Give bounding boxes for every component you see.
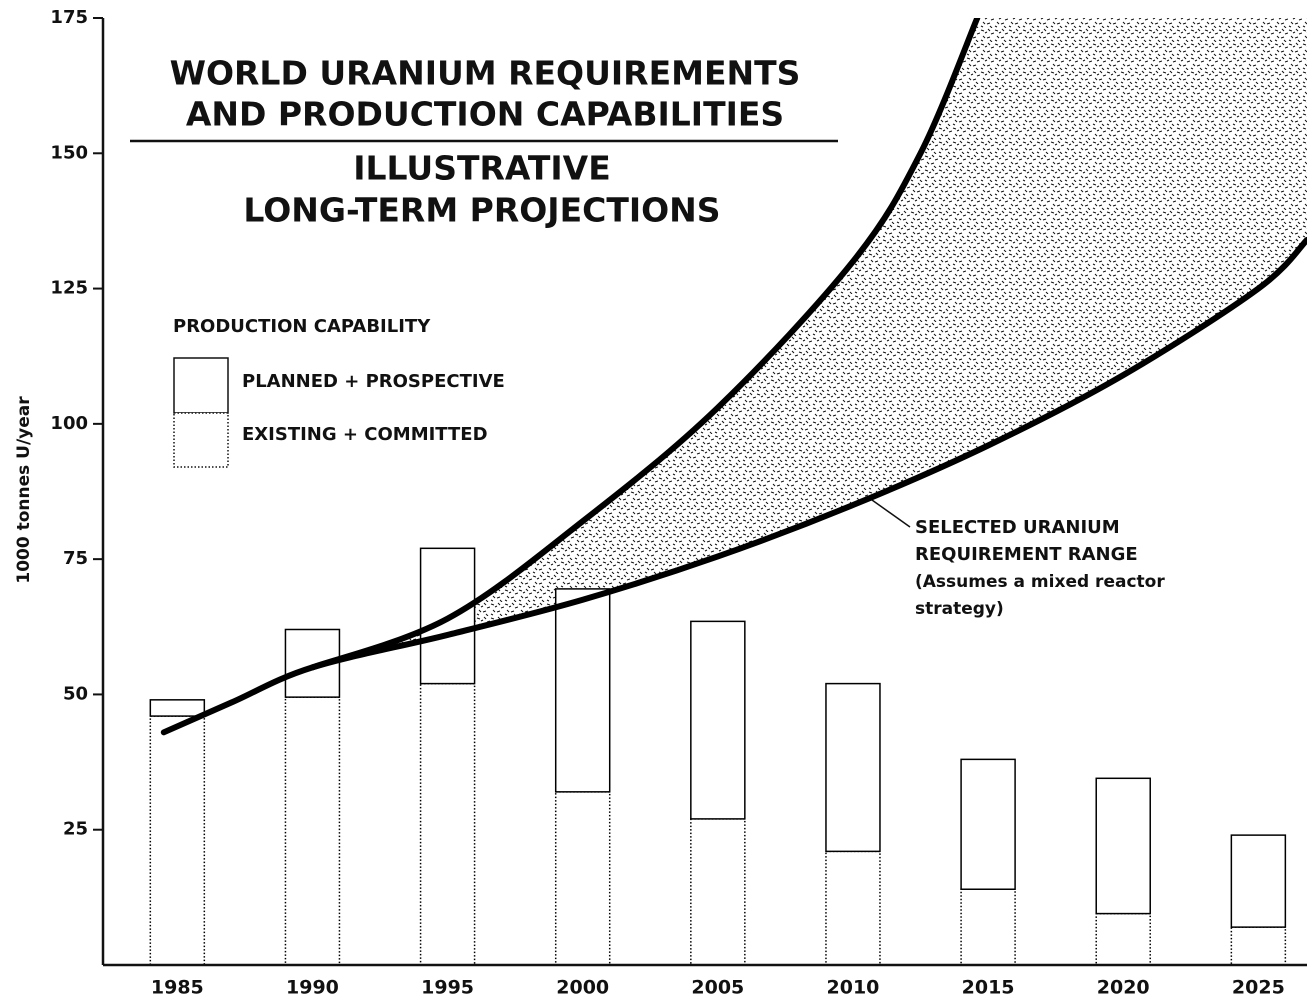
title-line: WORLD URANIUM REQUIREMENTS: [170, 54, 801, 93]
x-tick-label: 2000: [556, 977, 609, 999]
legend-title: PRODUCTION CAPABILITY: [173, 316, 431, 337]
x-tick-label: 2020: [1097, 977, 1150, 999]
bar-segment: [554, 588, 611, 793]
x-tick-label: 2025: [1232, 977, 1285, 999]
bar-segment: [1095, 777, 1151, 915]
bar-segment: [419, 547, 476, 685]
range-group: [312, 18, 1307, 668]
leader-line: [871, 499, 911, 528]
annotation: REQUIREMENT RANGE: [915, 544, 1138, 565]
bar-segment: [960, 758, 1016, 890]
annotation: strategy): [915, 599, 1004, 619]
x-tick-label: 1990: [286, 977, 339, 999]
bar-segment: [419, 682, 476, 966]
bar-segment: [825, 850, 881, 966]
bar-segment: [1095, 912, 1151, 966]
y-tick-label: 125: [50, 278, 88, 299]
bar-segment: [284, 696, 341, 966]
bar-segment: [825, 682, 881, 853]
legend-label: EXISTING + COMMITTED: [242, 424, 488, 445]
subtitle-line: ILLUSTRATIVE: [353, 149, 611, 188]
bar-segment: [554, 791, 611, 966]
range-fill: [312, 18, 1307, 668]
y-tick-label: 100: [50, 413, 88, 434]
annotation: (Assumes a mixed reactor: [915, 572, 1165, 592]
x-tick-label: 2015: [962, 977, 1015, 999]
y-tick-label: 175: [50, 7, 88, 28]
annotation: SELECTED URANIUM: [915, 517, 1120, 538]
y-axis-label: 1000 tonnes U/year: [14, 396, 34, 584]
subtitle-line: LONG-TERM PROJECTIONS: [243, 191, 720, 230]
bar-segment: [149, 715, 206, 966]
bar-segment: [1230, 834, 1287, 928]
y-tick-label: 150: [50, 142, 88, 163]
legend-swatch: [173, 412, 229, 468]
legend-swatch: [173, 357, 229, 414]
bar-segment: [1230, 926, 1287, 966]
x-tick-label: 2005: [691, 977, 744, 999]
bar-segment: [690, 620, 746, 820]
x-tick-label: 1985: [151, 977, 204, 999]
bar-segment: [960, 888, 1016, 966]
x-tick-label: 2010: [827, 977, 880, 999]
title-line: AND PRODUCTION CAPABILITIES: [186, 95, 784, 134]
y-tick-label: 75: [63, 548, 88, 569]
bar-segment: [690, 818, 746, 966]
requirement-curve: [309, 18, 981, 671]
x-tick-label: 1995: [421, 977, 474, 999]
y-tick-label: 25: [63, 819, 88, 840]
legend-label: PLANNED + PROSPECTIVE: [242, 371, 505, 392]
bar-segment: [149, 699, 206, 717]
y-tick-label: 50: [63, 683, 88, 704]
